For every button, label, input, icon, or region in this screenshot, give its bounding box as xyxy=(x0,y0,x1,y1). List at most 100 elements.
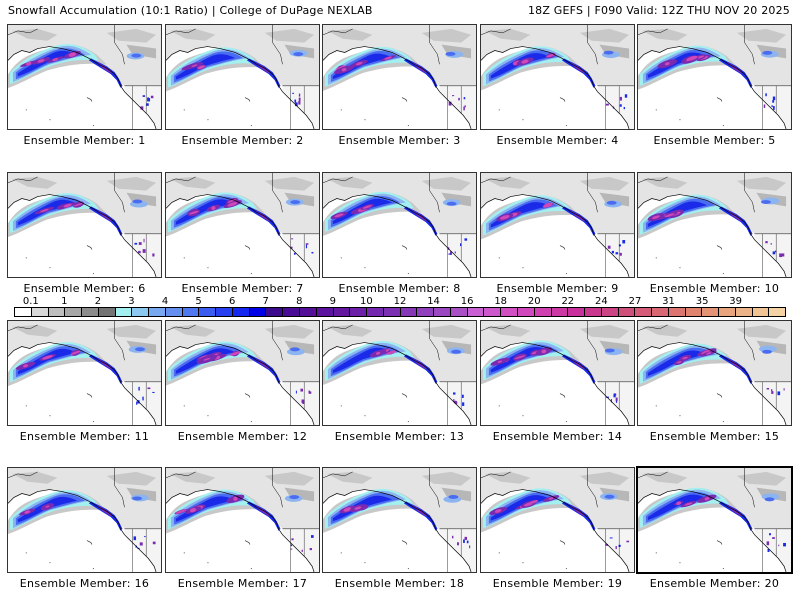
ensemble-member-map-11[interactable] xyxy=(7,320,162,426)
colorbar-swatch xyxy=(165,307,183,317)
colorbar-swatch xyxy=(400,307,418,317)
ensemble-member-map-18[interactable] xyxy=(322,467,477,573)
colorbar-swatch xyxy=(417,307,435,317)
colorbar-tick-label: 20 xyxy=(527,296,541,307)
snowfall-map-image xyxy=(323,173,476,277)
ensemble-member-map-2[interactable] xyxy=(165,24,320,130)
colorbar-swatch xyxy=(668,307,686,317)
colorbar-tick-label: 14 xyxy=(427,296,440,307)
ensemble-member-map-10[interactable] xyxy=(637,172,792,278)
colorbar-tick-label: 2 xyxy=(94,296,102,307)
colorbar-swatch xyxy=(300,307,317,317)
colorbar-swatch xyxy=(383,307,401,317)
colorbar-swatch xyxy=(316,307,334,317)
colorbar-swatch xyxy=(517,307,535,317)
colorbar-swatch xyxy=(367,307,384,317)
colorbar-swatch xyxy=(434,307,451,317)
snowfall-map-image xyxy=(481,321,634,425)
colorbar-swatch xyxy=(501,307,518,317)
snowfall-map-image xyxy=(638,25,791,129)
ensemble-member-map-6[interactable] xyxy=(7,172,162,278)
ensemble-member-map-1[interactable] xyxy=(7,24,162,130)
ensemble-member-map-20[interactable] xyxy=(636,466,793,574)
colorbar-swatch xyxy=(484,307,502,317)
ensemble-member-label: Ensemble Member: 9 xyxy=(496,282,619,295)
colorbar-swatch xyxy=(601,307,619,317)
ensemble-member-label: Ensemble Member: 7 xyxy=(181,282,304,295)
snowfall-map-image xyxy=(638,468,791,572)
ensemble-member-map-14[interactable] xyxy=(480,320,635,426)
ensemble-member-map-12[interactable] xyxy=(165,320,320,426)
colorbar-swatch xyxy=(350,307,368,317)
ensemble-member-label: Ensemble Member: 19 xyxy=(492,577,623,590)
colorbar-swatch xyxy=(568,307,586,317)
colorbar-tick-label: 22 xyxy=(561,296,575,307)
ensemble-member-map-7[interactable] xyxy=(165,172,320,278)
colorbar-tick-label: 5 xyxy=(195,296,202,307)
snowfall-map-image xyxy=(8,25,161,129)
snowfall-map-image xyxy=(166,468,319,572)
colorbar-swatch xyxy=(14,307,32,317)
colorbar-swatch xyxy=(534,307,552,317)
ensemble-member-map-4[interactable] xyxy=(480,24,635,130)
snowfall-map-image xyxy=(166,25,319,129)
snowfall-map-image xyxy=(323,321,476,425)
colorbar-swatch xyxy=(283,307,301,317)
colorbar-swatch xyxy=(702,307,720,317)
colorbar-swatch xyxy=(719,307,736,317)
colorbar-swatch xyxy=(450,307,468,317)
colorbar-swatch xyxy=(115,307,133,317)
ensemble-member-label: Ensemble Member: 6 xyxy=(23,282,146,295)
colorbar-tick-label: 35 xyxy=(695,296,709,307)
colorbar-tick-label: 3 xyxy=(128,296,135,307)
snowfall-map-image xyxy=(323,25,476,129)
snowfall-map-image xyxy=(323,468,476,572)
ensemble-member-map-13[interactable] xyxy=(322,320,477,426)
snowfall-map-image xyxy=(8,321,161,425)
ensemble-member-map-15[interactable] xyxy=(637,320,792,426)
colorbar-tick-label: 31 xyxy=(662,296,675,307)
colorbar-swatch xyxy=(31,307,49,317)
ensemble-member-label: Ensemble Member: 15 xyxy=(649,430,780,443)
colorbar-swatch xyxy=(635,307,653,317)
snowfall-map-image xyxy=(481,468,634,572)
snowfall-colorbar xyxy=(14,307,787,317)
colorbar-tick-labels: 0.1 1 2 3 4 5 6 7 8 9 10 12 14 16 18 20 22 24 27 31 35 39 xyxy=(14,296,786,307)
colorbar-swatch xyxy=(333,307,351,317)
colorbar-swatch xyxy=(82,307,99,317)
colorbar-swatch xyxy=(618,307,636,317)
ensemble-member-map-8[interactable] xyxy=(322,172,477,278)
colorbar-tick-label: 1 xyxy=(61,296,68,307)
ensemble-member-label: Ensemble Member: 8 xyxy=(338,282,461,295)
snowfall-map-image xyxy=(166,321,319,425)
ensemble-member-label: Ensemble Member: 2 xyxy=(181,134,304,147)
model-run-valid-time: 18Z GEFS | F090 Valid: 12Z THU NOV 20 20… xyxy=(527,4,790,17)
colorbar-swatch xyxy=(98,307,116,317)
ensemble-member-map-3[interactable] xyxy=(322,24,477,130)
colorbar-swatch xyxy=(735,307,753,317)
ensemble-member-label: Ensemble Member: 11 xyxy=(19,430,150,443)
snowfall-map-image xyxy=(166,173,319,277)
ensemble-member-label: Ensemble Member: 12 xyxy=(177,430,308,443)
snowfall-map-image xyxy=(8,468,161,572)
colorbar-tick-label: 18 xyxy=(494,296,508,307)
colorbar-tick-label: 24 xyxy=(595,296,608,307)
ensemble-member-map-5[interactable] xyxy=(637,24,792,130)
snowfall-map-image xyxy=(8,173,161,277)
colorbar-swatch xyxy=(652,307,669,317)
ensemble-member-map-19[interactable] xyxy=(480,467,635,573)
ensemble-member-map-9[interactable] xyxy=(480,172,635,278)
colorbar-swatch xyxy=(551,307,569,317)
ensemble-member-label: Ensemble Member: 1 xyxy=(23,134,146,147)
ensemble-member-map-16[interactable] xyxy=(7,467,162,573)
ensemble-member-label: Ensemble Member: 5 xyxy=(653,134,776,147)
colorbar-swatch xyxy=(216,307,233,317)
colorbar-tick-label: 27 xyxy=(628,296,642,307)
colorbar-tick-label: 16 xyxy=(460,296,474,307)
ensemble-member-map-17[interactable] xyxy=(165,467,320,573)
colorbar-tick-label: 12 xyxy=(393,296,407,307)
snowfall-map-image xyxy=(481,25,634,129)
colorbar-tick-label: 4 xyxy=(161,296,169,307)
ensemble-member-label: Ensemble Member: 4 xyxy=(496,134,619,147)
ensemble-member-label: Ensemble Member: 18 xyxy=(334,577,465,590)
